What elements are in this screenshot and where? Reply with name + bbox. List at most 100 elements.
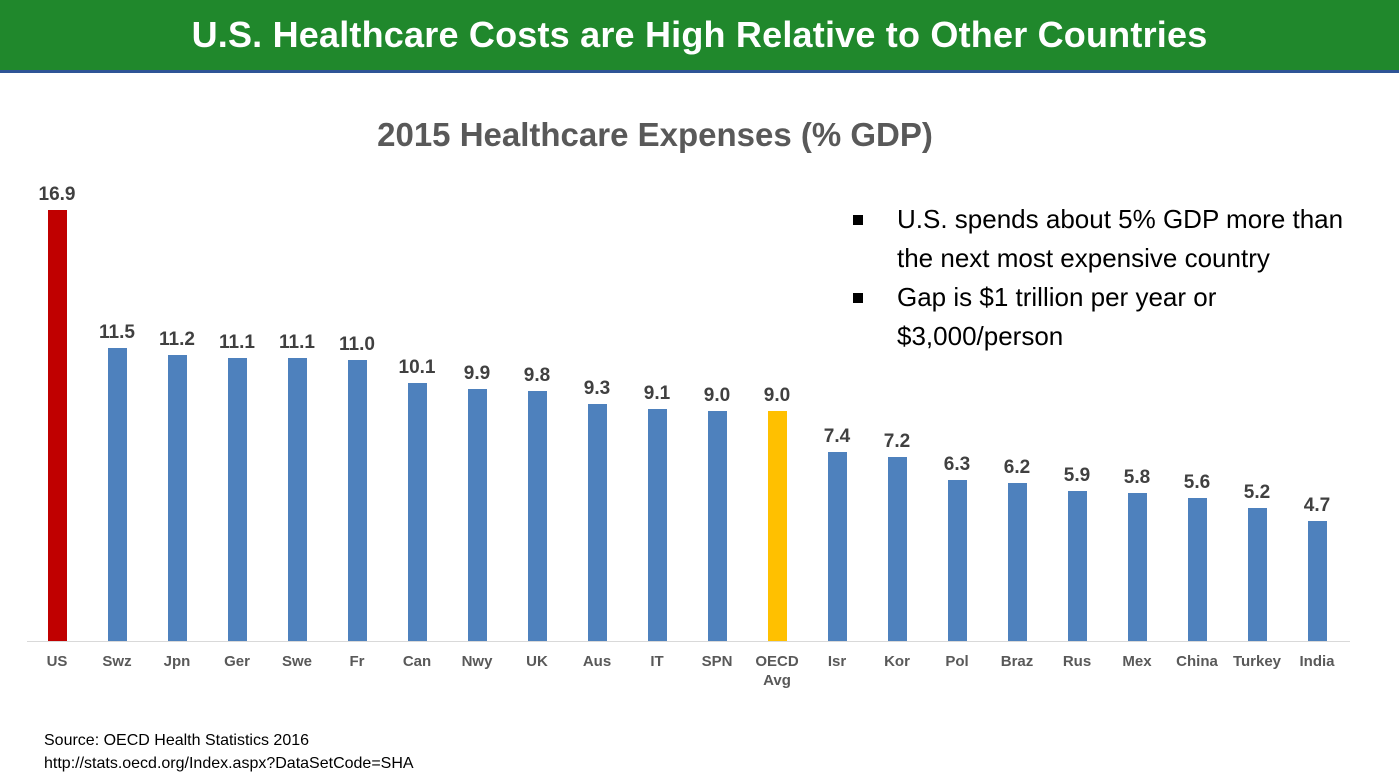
- category-label-ger: Ger: [224, 653, 250, 670]
- category-label-nwy: Nwy: [461, 653, 493, 670]
- bar-turkey: [1247, 508, 1267, 641]
- bar-column-kor: 7.2: [867, 432, 927, 641]
- bar-ger: [227, 358, 247, 641]
- bar-column-it: 9.1: [627, 384, 687, 641]
- source-citation: Source: OECD Health Statistics 2016 http…: [44, 729, 414, 775]
- bar-swz: [107, 348, 127, 641]
- bar-india: [1307, 521, 1327, 641]
- bullet-2-line-2: $3,000/person: [897, 321, 1064, 351]
- bar-column-oecd-avg: 9.0: [747, 386, 807, 641]
- category-label-pol: Pol: [945, 653, 969, 670]
- category-label-fr: Fr: [349, 653, 365, 670]
- source-url: http://stats.oecd.org/Index.aspx?DataSet…: [44, 755, 414, 772]
- bar-column-aus: 9.3: [567, 379, 627, 641]
- bar-column-uk: 9.8: [507, 366, 567, 641]
- data-label-braz: 6.2: [1003, 457, 1031, 478]
- bar-column-jpn: 11.2: [147, 330, 207, 641]
- bullet-item-2: Gap is $1 trillion per year or $3,000/pe…: [853, 278, 1399, 356]
- category-label-turkey: Turkey: [1232, 653, 1282, 670]
- data-label-isr: 7.4: [823, 426, 851, 447]
- data-label-fr: 11.0: [339, 334, 375, 355]
- bar-oecd-avg: [767, 411, 787, 641]
- bar-column-mex: 5.8: [1107, 468, 1167, 641]
- key-points-text-box: U.S. spends about 5% GDP more than the n…: [853, 200, 1399, 356]
- chart-title: 2015 Healthcare Expenses (% GDP): [377, 116, 933, 153]
- bar-column-can: 10.1: [387, 358, 447, 641]
- data-label-jpn: 11.2: [159, 329, 195, 350]
- bar-can: [407, 383, 427, 641]
- data-label-china: 5.6: [1183, 472, 1211, 493]
- category-label-braz: Braz: [1000, 653, 1034, 670]
- bar-column-swe: 11.1: [267, 333, 327, 641]
- bar-uk: [527, 391, 547, 641]
- slide-title: U.S. Healthcare Costs are High Relative …: [191, 14, 1208, 55]
- category-label-us: US: [46, 653, 68, 670]
- slide-header-banner: U.S. Healthcare Costs are High Relative …: [0, 0, 1399, 73]
- category-label-jpn: Jpn: [163, 653, 191, 670]
- category-label-mex: Mex: [1122, 653, 1152, 670]
- bar-pol: [947, 480, 967, 641]
- bar-column-turkey: 5.2: [1227, 483, 1287, 641]
- data-label-aus: 9.3: [583, 378, 611, 399]
- data-label-swz: 11.5: [99, 322, 135, 343]
- data-label-rus: 5.9: [1063, 465, 1091, 486]
- bar-column-china: 5.6: [1167, 473, 1227, 641]
- data-label-india: 4.7: [1303, 495, 1331, 516]
- bar-column-spn: 9.0: [687, 386, 747, 641]
- data-label-mex: 5.8: [1123, 467, 1151, 488]
- category-label-swz: Swz: [102, 653, 132, 670]
- bullet-square-icon: [853, 215, 863, 225]
- bar-jpn: [167, 355, 187, 641]
- bar-column-india: 4.7: [1287, 496, 1347, 641]
- data-label-pol: 6.3: [943, 454, 971, 475]
- source-line: Source: OECD Health Statistics 2016: [44, 732, 310, 749]
- data-label-ger: 11.1: [219, 332, 255, 353]
- bar-column-nwy: 9.9: [447, 364, 507, 641]
- data-label-spn: 9.0: [703, 385, 731, 406]
- bar-chart-plot-area: 16.9 11.5 11.2 11.1 11.1 11.0 10.1 9.9 9.8 9.3 9.1…: [27, 181, 1347, 641]
- bar-column-fr: 11.0: [327, 335, 387, 641]
- category-label-aus: Aus: [582, 653, 612, 670]
- data-label-can: 10.1: [398, 357, 436, 378]
- bar-it: [647, 409, 667, 641]
- bar-kor: [887, 457, 907, 641]
- category-label-isr: Isr: [827, 653, 847, 670]
- data-label-turkey: 5.2: [1243, 482, 1271, 503]
- bullet-text-2: Gap is $1 trillion per year or $3,000/pe…: [897, 278, 1216, 356]
- data-label-nwy: 9.9: [463, 363, 491, 384]
- bar-rus: [1067, 491, 1087, 641]
- category-label-oecd-avg: OECD Avg: [755, 653, 799, 689]
- category-label-india: India: [1299, 653, 1335, 670]
- bar-column-us: 16.9: [27, 185, 87, 641]
- bar-column-ger: 11.1: [207, 333, 267, 641]
- bullet-1-line-1: U.S. spends about 5% GDP more than: [897, 204, 1344, 234]
- data-label-kor: 7.2: [883, 431, 911, 452]
- data-label-oecd-avg: 9.0: [763, 385, 791, 406]
- x-axis-line: [27, 641, 1350, 642]
- bar-mex: [1127, 493, 1147, 641]
- bullet-2-line-1: Gap is $1 trillion per year or: [897, 282, 1217, 312]
- category-label-china: China: [1176, 653, 1218, 670]
- bar-column-pol: 6.3: [927, 455, 987, 641]
- bullet-text-1: U.S. spends about 5% GDP more than the n…: [897, 200, 1343, 278]
- bar-aus: [587, 404, 607, 641]
- bar-china: [1187, 498, 1207, 641]
- bar-spn: [707, 411, 727, 641]
- data-label-uk: 9.8: [523, 365, 551, 386]
- data-label-swe: 11.1: [279, 332, 315, 353]
- category-label-swe: Swe: [281, 653, 312, 670]
- bar-swe: [287, 358, 307, 641]
- category-label-kor: Kor: [884, 653, 910, 670]
- bullet-1-line-2: the next most expensive country: [897, 243, 1270, 273]
- bar-isr: [827, 452, 847, 641]
- category-label-can: Can: [402, 653, 432, 670]
- bar-braz: [1007, 483, 1027, 641]
- bar-nwy: [467, 389, 487, 641]
- bar-column-isr: 7.4: [807, 427, 867, 641]
- category-label-rus: Rus: [1062, 653, 1092, 670]
- bar-us: [47, 210, 67, 641]
- category-label-spn: SPN: [701, 653, 733, 670]
- category-label-uk: UK: [526, 653, 548, 670]
- category-label-it: IT: [650, 653, 664, 670]
- bar-column-rus: 5.9: [1047, 466, 1107, 641]
